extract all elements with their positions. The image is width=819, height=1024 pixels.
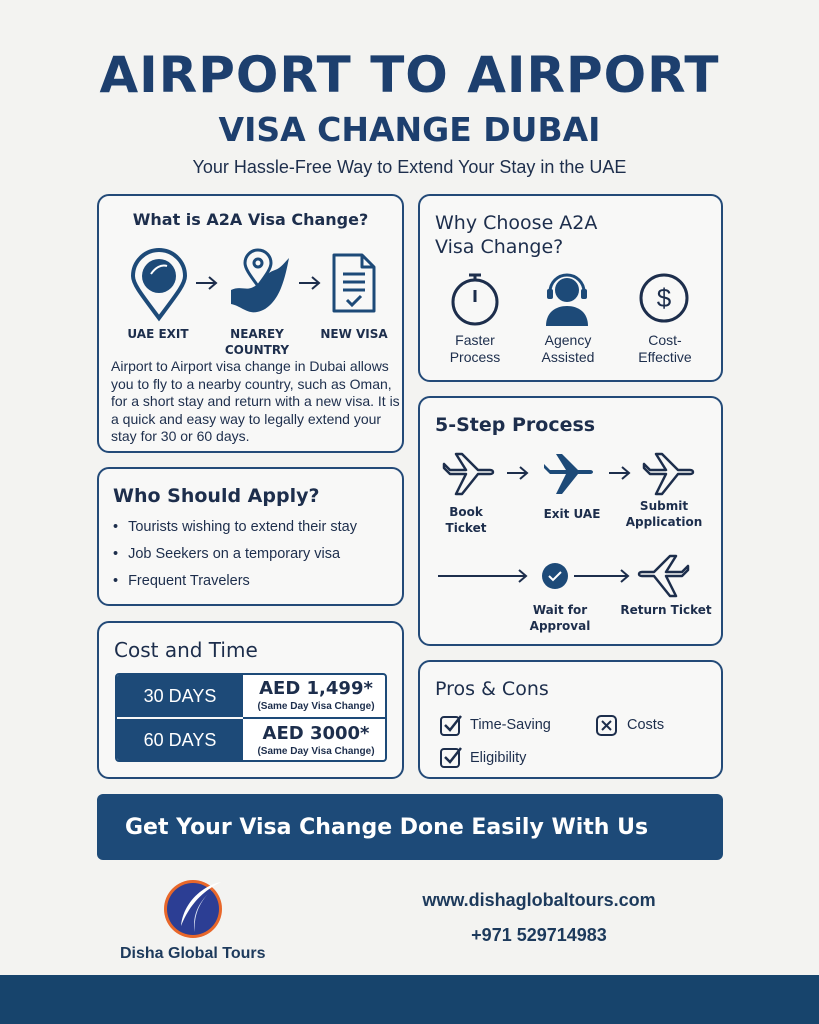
document-check-icon [332, 253, 376, 313]
map-pin-icon [231, 248, 289, 313]
cta-label: Get Your Visa Change Done Easily With Us [125, 814, 649, 840]
price-30: AED 1,499* [259, 678, 373, 699]
airplane-filled-icon [544, 454, 593, 494]
price-note: (Same Day Visa Change) [257, 701, 375, 712]
page-subtitle: VISA CHANGE DUBAI [218, 110, 601, 149]
website-link[interactable]: www.dishaglobaltours.com [422, 890, 656, 910]
arrow-right-icon [609, 466, 631, 480]
svg-text:$: $ [657, 283, 672, 313]
step-label: Book Ticket [445, 505, 487, 535]
long-arrow-icon [438, 569, 528, 583]
pro-item: Time-Saving [470, 717, 551, 733]
cost-heading: Cost and Time [114, 638, 258, 662]
headset-agent-icon [546, 273, 588, 326]
step-label: Exit UAE [543, 507, 601, 521]
cta-banner[interactable]: Get Your Visa Change Done Easily With Us [97, 794, 723, 860]
step-label: UAE EXIT [127, 327, 189, 341]
pros-cons-card: Pros & Cons Time-Saving Costs Eligibilit… [418, 660, 723, 779]
why-item-label: Faster Process [449, 332, 501, 365]
arrow-right-icon [574, 569, 630, 583]
airplane-icon [642, 452, 695, 496]
why-item-label: Cost-Effective [638, 332, 692, 365]
why-item-label: Agency Assisted [541, 332, 595, 365]
process-card: 5-Step Process Book Ticket Exit UAE Subm… [418, 396, 723, 646]
why-heading: Why Choose A2A Visa Change? [435, 212, 598, 258]
step-label: Return Ticket [620, 603, 712, 617]
list-item: Job Seekers on a temporary visa [113, 546, 340, 562]
stopwatch-icon [451, 273, 499, 326]
pros-cons-heading: Pros & Cons [435, 678, 549, 700]
who-card: Who Should Apply? Tourists wishing to ex… [97, 467, 404, 606]
location-pin-icon [130, 248, 188, 322]
duration-30: 30 DAYS [117, 675, 243, 717]
check-circle-icon [542, 563, 568, 589]
pro-item: Eligibility [470, 750, 527, 766]
list-item: Tourists wishing to extend their stay [113, 519, 357, 535]
dollar-icon: $ [639, 273, 689, 323]
tagline: Your Hassle-Free Way to Extend Your Stay… [192, 157, 627, 177]
price-note: (Same Day Visa Change) [257, 746, 375, 757]
brand-name: Disha Global Tours [120, 945, 266, 962]
cost-card: Cost and Time 30 DAYS 60 DAYS AED 1,499*… [97, 621, 404, 779]
checkbox-checked-icon [440, 747, 462, 768]
who-heading: Who Should Apply? [113, 485, 320, 507]
con-item: Costs [627, 717, 665, 733]
process-heading: 5-Step Process [435, 414, 596, 436]
return-airplane-icon [637, 554, 690, 598]
arrow-right-icon [299, 276, 321, 290]
close-box-icon [596, 715, 617, 736]
step-label: NEW VISA [320, 327, 388, 341]
what-is-card: What is A2A Visa Change? UAE EXIT NEAREY… [97, 194, 404, 453]
disha-logo [164, 880, 222, 938]
bottom-bar [0, 975, 819, 1024]
step-label: Submit Application [625, 499, 703, 529]
airplane-icon [442, 452, 495, 496]
arrow-right-icon [507, 466, 529, 480]
what-description: Airport to Airport visa change in Dubai … [111, 358, 400, 444]
duration-60: 60 DAYS [117, 719, 243, 760]
list-item: Frequent Travelers [113, 573, 250, 589]
step-label: NEAREY COUNTRY [224, 327, 290, 357]
arrow-right-icon [196, 276, 218, 290]
step-label: Wait for Approval [529, 603, 591, 633]
price-60: AED 3000* [262, 723, 370, 744]
why-card: Why Choose A2A Visa Change? $ Faster Pro… [418, 194, 723, 382]
what-heading: What is A2A Visa Change? [132, 210, 369, 229]
checkbox-checked-icon [440, 715, 462, 736]
cost-table: 30 DAYS 60 DAYS AED 1,499* (Same Day Vis… [115, 673, 387, 762]
phone-number[interactable]: +971 529714983 [471, 925, 607, 945]
page-title: AIRPORT TO AIRPORT [99, 46, 720, 104]
